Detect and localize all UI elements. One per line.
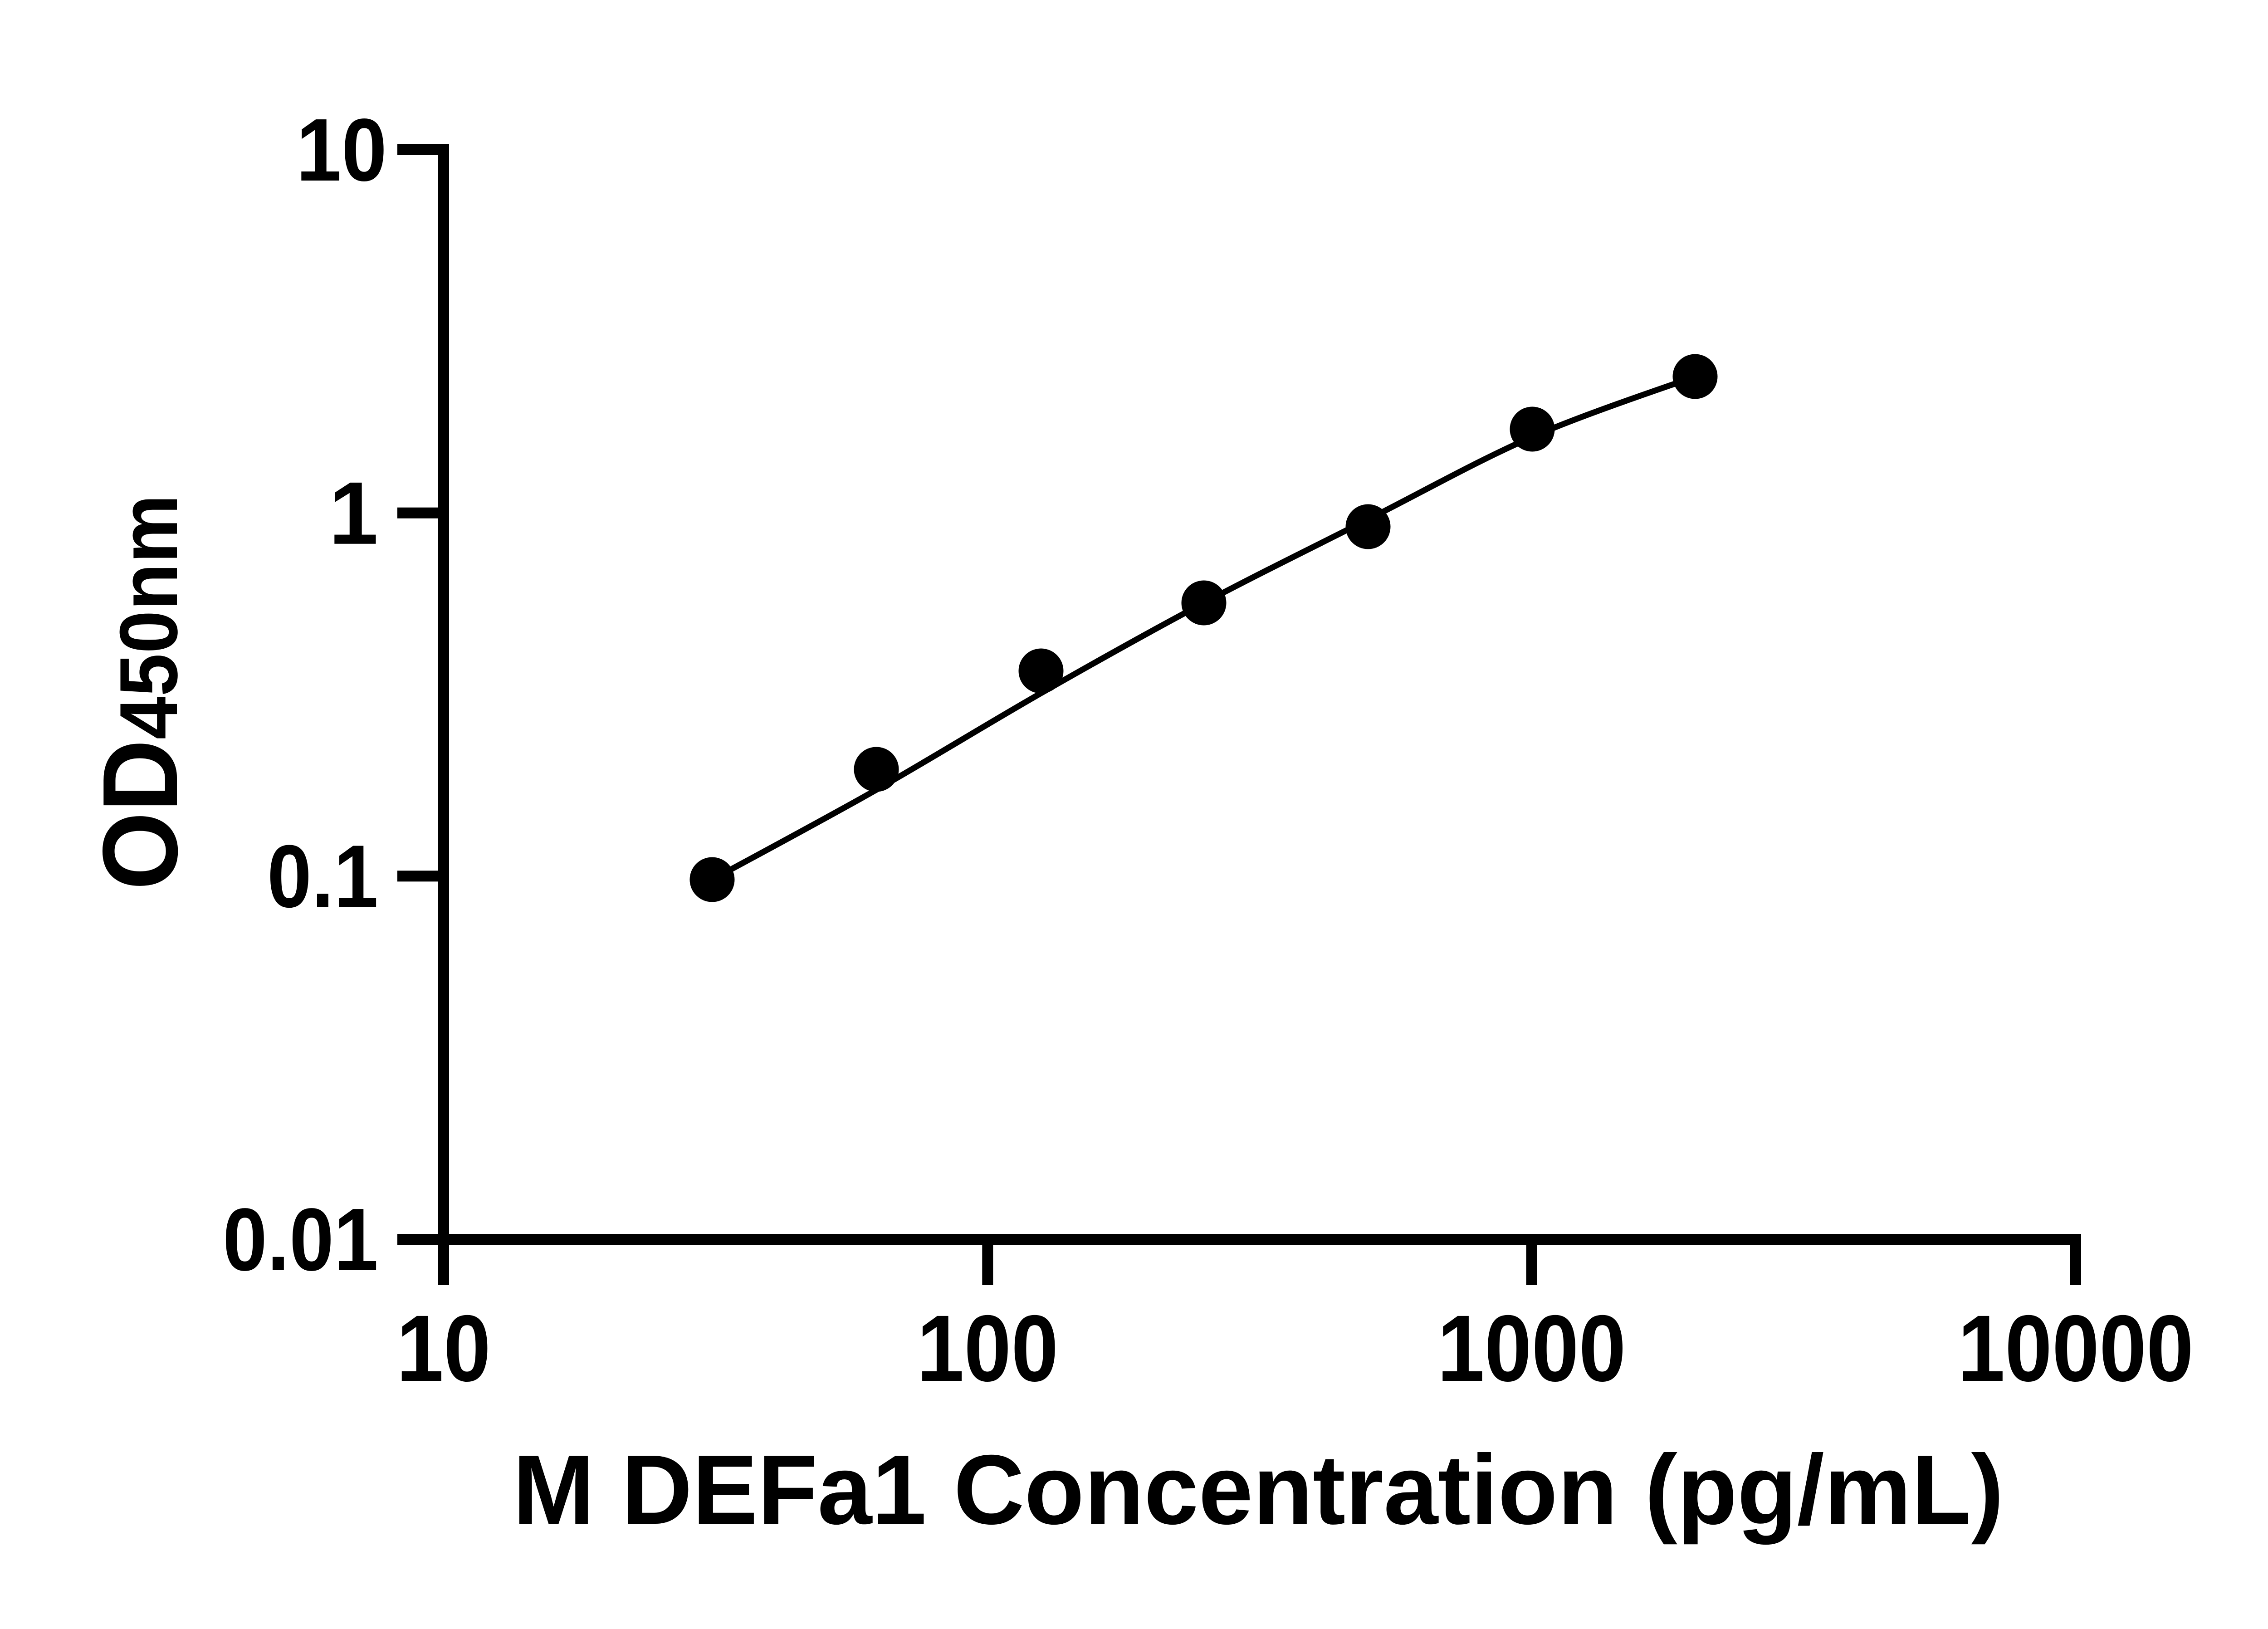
svg-text:1: 1: [329, 464, 378, 563]
svg-text:0.01: 0.01: [223, 1190, 378, 1289]
svg-text:10: 10: [396, 1296, 491, 1401]
svg-text:10: 10: [296, 100, 387, 200]
svg-text:M DEFa1 Concentration (pg/mL): M DEFa1 Concentration (pg/mL): [513, 1435, 2004, 1545]
svg-text:1000: 1000: [1437, 1296, 1626, 1401]
svg-text:0.1: 0.1: [267, 827, 378, 926]
svg-text:10000: 10000: [1958, 1296, 2194, 1401]
svg-text:OD450nm: OD450nm: [80, 494, 200, 890]
svg-text:100: 100: [917, 1296, 1058, 1401]
